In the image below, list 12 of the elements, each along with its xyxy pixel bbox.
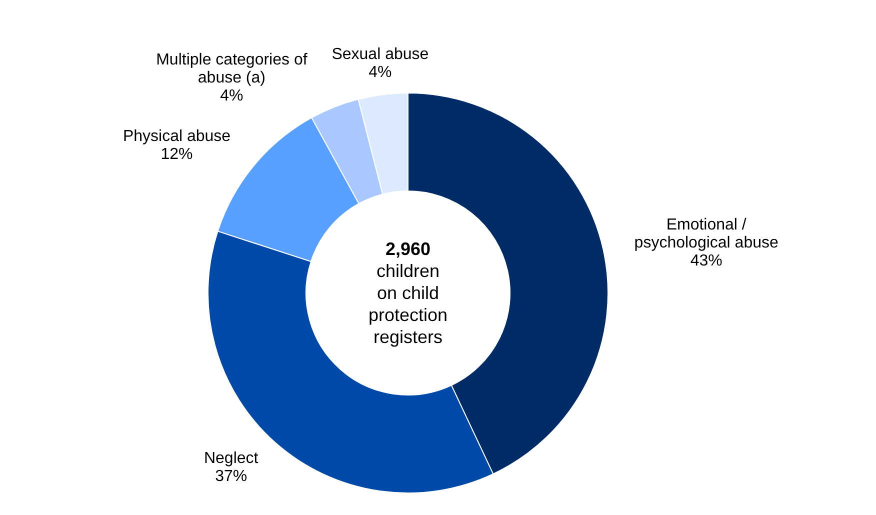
slice-label: Multiple categories of abuse (a) — [156, 51, 308, 86]
data-label: 4% — [220, 87, 244, 104]
data-label: 43% — [690, 252, 722, 270]
slice-label: Neglect — [204, 450, 259, 468]
data-label: 4% — [368, 64, 392, 81]
text: 2,960 — [385, 239, 431, 259]
data-label: 12% — [160, 146, 193, 164]
slice-label: Emotional / psychological abuse — [634, 216, 778, 252]
text: children on child protection registers — [368, 261, 448, 347]
slice-label: Physical abuse — [122, 128, 231, 146]
slice-label: Sexual abuse — [332, 46, 429, 63]
data-label: 37% — [215, 468, 248, 486]
